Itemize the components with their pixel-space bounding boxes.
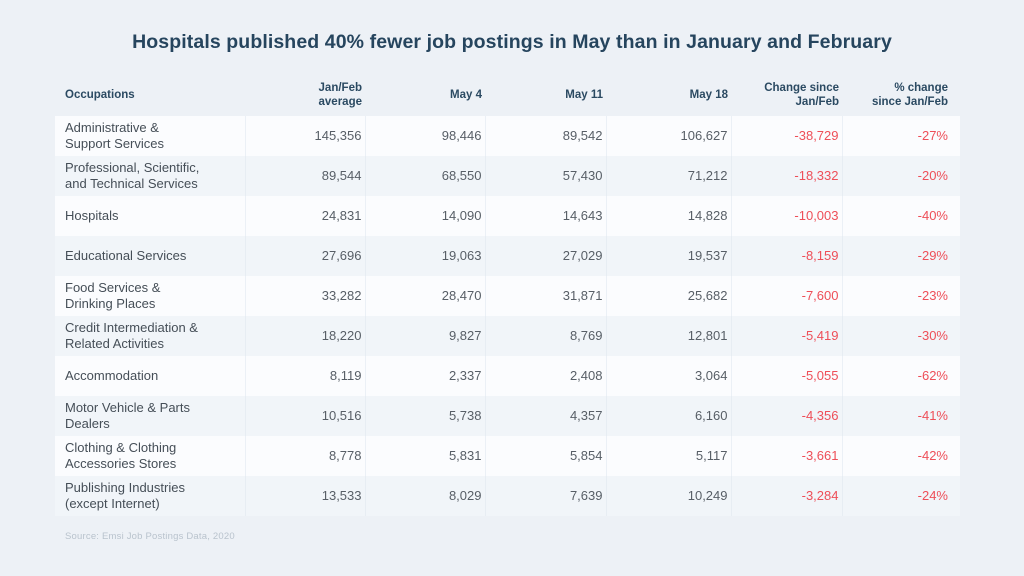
change-since-janfeb-cell: -18,332: [730, 156, 842, 196]
may-11-cell: 2,408: [484, 356, 606, 396]
column-header-pct-change-since-janfeb: % change since Jan/Feb: [871, 82, 948, 108]
pct-change-cell: -20%: [841, 156, 960, 196]
pct-change-cell: -24%: [841, 476, 960, 516]
may-4-cell: 14,090: [364, 196, 485, 236]
table-row: Hospitals 24,831 14,090 14,643 14,828 -1…: [55, 196, 960, 236]
janfeb-average-cell: 145,356: [244, 116, 365, 156]
pct-change-cell: -42%: [841, 436, 960, 476]
occupation-cell: Food Services & Drinking Places: [55, 276, 245, 316]
change-since-janfeb-cell: -10,003: [730, 196, 842, 236]
janfeb-average-cell: 10,516: [244, 396, 365, 436]
may-11-cell: 31,871: [484, 276, 606, 316]
change-since-janfeb-cell: -3,661: [730, 436, 842, 476]
may-11-cell: 4,357: [484, 396, 606, 436]
may-11-cell: 5,854: [484, 436, 606, 476]
janfeb-average-cell: 13,533: [244, 476, 365, 516]
janfeb-average-cell: 8,119: [244, 356, 365, 396]
janfeb-average-cell: 8,778: [244, 436, 365, 476]
may-4-cell: 68,550: [364, 156, 485, 196]
table-row: Motor Vehicle & Parts Dealers 10,516 5,7…: [55, 396, 960, 436]
occupation-cell: Administrative & Support Services: [55, 116, 245, 156]
pct-change-cell: -30%: [841, 316, 960, 356]
column-header-change-since-janfeb: Change since Jan/Feb: [764, 82, 839, 108]
may-4-cell: 8,029: [364, 476, 485, 516]
may-18-cell: 3,064: [605, 356, 731, 396]
may-4-cell: 2,337: [364, 356, 485, 396]
janfeb-average-cell: 89,544: [244, 156, 365, 196]
may-11-cell: 89,542: [484, 116, 606, 156]
pct-change-cell: -62%: [841, 356, 960, 396]
may-11-cell: 8,769: [484, 316, 606, 356]
data-table: Occupations Jan/Feb average May 4 May 11…: [55, 74, 960, 516]
pct-change-cell: -29%: [841, 236, 960, 276]
table-row: Accommodation 8,119 2,337 2,408 3,064 -5…: [55, 356, 960, 396]
table-row: Credit Intermediation & Related Activiti…: [55, 316, 960, 356]
janfeb-average-cell: 27,696: [244, 236, 365, 276]
may-4-cell: 28,470: [364, 276, 485, 316]
may-18-cell: 106,627: [605, 116, 731, 156]
occupation-cell: Clothing & Clothing Accessories Stores: [55, 436, 245, 476]
change-since-janfeb-cell: -5,055: [730, 356, 842, 396]
pct-change-cell: -40%: [841, 196, 960, 236]
janfeb-average-cell: 18,220: [244, 316, 365, 356]
occupation-cell: Professional, Scientific, and Technical …: [55, 156, 245, 196]
column-header-janfeb-average: Jan/Feb average: [318, 82, 362, 108]
table-row: Clothing & Clothing Accessories Stores 8…: [55, 436, 960, 476]
change-since-janfeb-cell: -3,284: [730, 476, 842, 516]
may-11-cell: 7,639: [484, 476, 606, 516]
may-18-cell: 14,828: [605, 196, 731, 236]
may-18-cell: 25,682: [605, 276, 731, 316]
may-18-cell: 5,117: [605, 436, 731, 476]
table-row: Educational Services 27,696 19,063 27,02…: [55, 236, 960, 276]
table-header-row: Occupations Jan/Feb average May 4 May 11…: [55, 74, 960, 116]
job-postings-table: Occupations Jan/Feb average May 4 May 11…: [55, 74, 960, 516]
occupation-cell: Hospitals: [55, 196, 245, 236]
may-18-cell: 10,249: [605, 476, 731, 516]
change-since-janfeb-cell: -5,419: [730, 316, 842, 356]
column-header-may-18: May 18: [689, 89, 728, 101]
table-row: Professional, Scientific, and Technical …: [55, 156, 960, 196]
may-18-cell: 12,801: [605, 316, 731, 356]
change-since-janfeb-cell: -4,356: [730, 396, 842, 436]
change-since-janfeb-cell: -7,600: [730, 276, 842, 316]
column-header-occupations: Occupations: [65, 89, 135, 101]
may-11-cell: 27,029: [484, 236, 606, 276]
may-4-cell: 19,063: [364, 236, 485, 276]
page-title: Hospitals published 40% fewer job postin…: [132, 31, 892, 53]
may-11-cell: 14,643: [484, 196, 606, 236]
table-row: Food Services & Drinking Places 33,282 2…: [55, 276, 960, 316]
pct-change-cell: -41%: [841, 396, 960, 436]
table-row: Publishing Industries (except Internet) …: [55, 476, 960, 516]
table-row: Administrative & Support Services 145,35…: [55, 116, 960, 156]
pct-change-cell: -27%: [841, 116, 960, 156]
source-note: Source: Emsi Job Postings Data, 2020: [65, 531, 235, 542]
change-since-janfeb-cell: -38,729: [730, 116, 842, 156]
occupation-cell: Accommodation: [55, 356, 245, 396]
occupation-cell: Educational Services: [55, 236, 245, 276]
occupation-cell: Motor Vehicle & Parts Dealers: [55, 396, 245, 436]
column-header-may-11: May 11: [565, 89, 603, 101]
may-4-cell: 98,446: [364, 116, 485, 156]
may-4-cell: 5,831: [364, 436, 485, 476]
occupation-cell: Credit Intermediation & Related Activiti…: [55, 316, 245, 356]
change-since-janfeb-cell: -8,159: [730, 236, 842, 276]
may-18-cell: 19,537: [605, 236, 731, 276]
table-body: Administrative & Support Services 145,35…: [55, 116, 960, 516]
may-18-cell: 71,212: [605, 156, 731, 196]
janfeb-average-cell: 24,831: [244, 196, 365, 236]
may-11-cell: 57,430: [484, 156, 606, 196]
may-4-cell: 5,738: [364, 396, 485, 436]
may-4-cell: 9,827: [364, 316, 485, 356]
janfeb-average-cell: 33,282: [244, 276, 365, 316]
table-header: Occupations Jan/Feb average May 4 May 11…: [55, 74, 960, 116]
pct-change-cell: -23%: [841, 276, 960, 316]
occupation-cell: Publishing Industries (except Internet): [55, 476, 245, 516]
column-header-may-4: May 4: [450, 89, 482, 101]
may-18-cell: 6,160: [605, 396, 731, 436]
